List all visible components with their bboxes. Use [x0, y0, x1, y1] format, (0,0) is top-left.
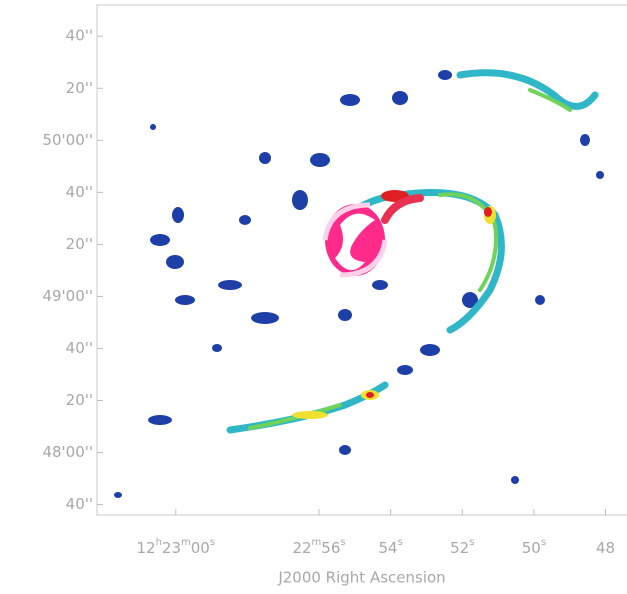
y-tick-label: 40'' [66, 27, 93, 45]
y-tick-label: 40'' [66, 339, 93, 357]
x-tick-label: 54s [378, 537, 402, 557]
x-axis-label: J2000 Right Ascension [277, 569, 445, 587]
y-tick-label: 20'' [66, 79, 93, 97]
y-tick-label: 40'' [66, 495, 93, 513]
x-tick-label: 48 [596, 539, 615, 557]
y-tick-label: 20'' [66, 391, 93, 409]
y-tick-label: 20'' [66, 235, 93, 253]
x-tick-label: 12h23m00s [136, 537, 215, 557]
x-tick-label: 50s [522, 537, 546, 557]
x-tick-label: 52s [450, 537, 474, 557]
y-tick-label: 48'00'' [42, 443, 93, 461]
x-tick-label: 22m56s [292, 537, 345, 557]
y-tick-label: 50'00'' [42, 131, 93, 149]
y-tick-label: 49'00'' [42, 287, 93, 305]
plot-frame [96, 4, 627, 516]
galaxy-image [114, 69, 604, 498]
y-tick-label: 40'' [66, 183, 93, 201]
